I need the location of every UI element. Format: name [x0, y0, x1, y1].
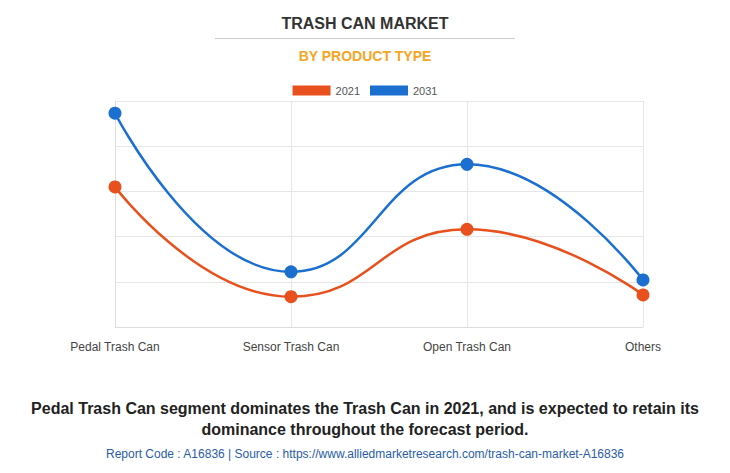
svg-text:Others: Others — [625, 340, 661, 354]
svg-text:Open Trash Can: Open Trash Can — [423, 340, 511, 354]
svg-text:2031: 2031 — [413, 85, 437, 97]
svg-text:2021: 2021 — [336, 85, 360, 97]
html-text:Pedal Trash Can segment domina: Pedal Trash Can segment dominates the Tr… — [31, 400, 699, 438]
svg-text:Sensor Trash Can: Sensor Trash Can — [243, 340, 340, 354]
svg-text:TRASH CAN MARKET: TRASH CAN MARKET — [281, 15, 448, 32]
html-text:Report Code : A16836 | Source: Report Code : A16836 | Source : https://… — [106, 447, 624, 461]
svg-text:BY PRODUCT TYPE: BY PRODUCT TYPE — [299, 48, 432, 64]
svg-text:Pedal Trash Can: Pedal Trash Can — [70, 340, 159, 354]
